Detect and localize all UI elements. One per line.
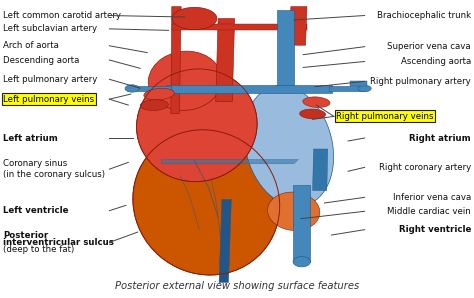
Text: Left subclavian artery: Left subclavian artery <box>3 24 97 33</box>
Polygon shape <box>219 199 231 283</box>
Text: Right pulmonary veins: Right pulmonary veins <box>336 112 434 121</box>
Polygon shape <box>161 159 299 164</box>
Text: Middle cardiac vein: Middle cardiac vein <box>387 207 471 216</box>
Polygon shape <box>293 184 310 262</box>
Polygon shape <box>216 18 235 102</box>
Ellipse shape <box>125 85 139 92</box>
Polygon shape <box>329 86 365 91</box>
Polygon shape <box>289 7 307 45</box>
Polygon shape <box>132 86 171 91</box>
Text: Right pulmonary artery: Right pulmonary artery <box>370 77 471 86</box>
Text: Left common carotid artery: Left common carotid artery <box>3 11 121 20</box>
Text: Ascending aorta: Ascending aorta <box>401 57 471 66</box>
Ellipse shape <box>148 51 222 110</box>
Text: (deep to the fat): (deep to the fat) <box>3 245 74 254</box>
Ellipse shape <box>244 86 334 207</box>
Polygon shape <box>350 81 367 86</box>
Ellipse shape <box>358 85 371 92</box>
Polygon shape <box>172 24 307 30</box>
Text: Left pulmonary artery: Left pulmonary artery <box>3 75 98 84</box>
Text: Superior vena cava: Superior vena cava <box>387 42 471 51</box>
Ellipse shape <box>303 97 330 107</box>
Text: Right coronary artery: Right coronary artery <box>379 163 471 172</box>
Ellipse shape <box>172 7 217 30</box>
Ellipse shape <box>137 69 257 181</box>
Polygon shape <box>313 149 328 190</box>
Text: Coronary sinus: Coronary sinus <box>3 159 67 168</box>
Text: Brachiocephalic trunk: Brachiocephalic trunk <box>377 11 471 20</box>
Text: Arch of aorta: Arch of aorta <box>3 41 59 50</box>
Text: Posterior external view showing surface features: Posterior external view showing surface … <box>115 281 359 291</box>
Ellipse shape <box>140 100 168 111</box>
Text: interventricular sulcus: interventricular sulcus <box>3 238 114 247</box>
Text: Right atrium: Right atrium <box>410 134 471 142</box>
Ellipse shape <box>300 109 326 119</box>
Polygon shape <box>171 7 181 114</box>
Ellipse shape <box>293 257 310 267</box>
Text: Left atrium: Left atrium <box>3 134 58 142</box>
Ellipse shape <box>133 130 280 275</box>
Text: Inferior vena cava: Inferior vena cava <box>392 193 471 202</box>
Text: Left ventricle: Left ventricle <box>3 206 69 215</box>
Text: Right ventricle: Right ventricle <box>399 225 471 234</box>
Ellipse shape <box>267 192 320 230</box>
Bar <box>119 10 379 283</box>
Text: Left pulmonary veins: Left pulmonary veins <box>3 95 94 104</box>
Text: Descending aorta: Descending aorta <box>3 55 80 64</box>
Ellipse shape <box>144 88 174 100</box>
Polygon shape <box>166 85 331 93</box>
Text: Posterior: Posterior <box>3 231 48 240</box>
Polygon shape <box>277 10 294 90</box>
Text: (in the coronary sulcus): (in the coronary sulcus) <box>3 170 105 179</box>
